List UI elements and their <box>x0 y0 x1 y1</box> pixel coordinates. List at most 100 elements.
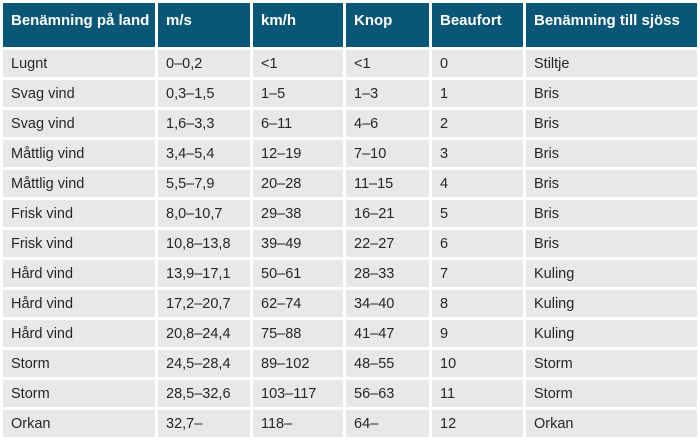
table-cell: Hård vind <box>3 260 155 287</box>
table-cell: 6–11 <box>253 110 343 137</box>
table-cell: 48–55 <box>346 350 429 377</box>
table-cell: 9 <box>432 320 523 347</box>
table-cell: 1 <box>432 80 523 107</box>
table-cell: 7–10 <box>346 140 429 167</box>
table-header-row: Benämning på land m/s km/h Knop Beaufort… <box>3 3 697 47</box>
table-cell: 5,5–7,9 <box>158 170 250 197</box>
column-header-beaufort: Beaufort <box>432 3 523 47</box>
table-cell: 17,2–20,7 <box>158 290 250 317</box>
table-cell: Storm <box>3 380 155 407</box>
table-row: Lugnt 0–0,2 <1 <1 0 Stiltje <box>3 50 697 77</box>
column-header-ms: m/s <box>158 3 250 47</box>
table-cell: Svag vind <box>3 80 155 107</box>
table-cell: <1 <box>346 50 429 77</box>
table-cell: 10 <box>432 350 523 377</box>
table-cell: 62–74 <box>253 290 343 317</box>
table-cell: Kuling <box>526 260 697 287</box>
column-header-benamning-till-sjoss: Benämning till sjöss <box>526 3 697 47</box>
table-cell: 34–40 <box>346 290 429 317</box>
column-header-kmh: km/h <box>253 3 343 47</box>
table-cell: 20,8–24,4 <box>158 320 250 347</box>
table-cell: 6 <box>432 230 523 257</box>
table-cell: Stiltje <box>526 50 697 77</box>
table-cell: Bris <box>526 110 697 137</box>
table-cell: 5 <box>432 200 523 227</box>
table-cell: 64– <box>346 410 429 437</box>
table-cell: 2 <box>432 110 523 137</box>
table-cell: Bris <box>526 170 697 197</box>
table-row: Frisk vind 8,0–10,7 29–38 16–21 5 Bris <box>3 200 697 227</box>
table-cell: 41–47 <box>346 320 429 347</box>
table-cell: 1–5 <box>253 80 343 107</box>
table-cell: Hård vind <box>3 290 155 317</box>
table-cell: Hård vind <box>3 320 155 347</box>
table-cell: Bris <box>526 200 697 227</box>
table-cell: 12–19 <box>253 140 343 167</box>
table-cell: 24,5–28,4 <box>158 350 250 377</box>
table-cell: 12 <box>432 410 523 437</box>
table-cell: 1–3 <box>346 80 429 107</box>
table-cell: 10,8–13,8 <box>158 230 250 257</box>
table-row: Måttlig vind 5,5–7,9 20–28 11–15 4 Bris <box>3 170 697 197</box>
table-row: Svag vind 0,3–1,5 1–5 1–3 1 Bris <box>3 80 697 107</box>
table-row: Måttlig vind 3,4–5,4 12–19 7–10 3 Bris <box>3 140 697 167</box>
table-cell: 20–28 <box>253 170 343 197</box>
table-cell: Bris <box>526 230 697 257</box>
table-body: Lugnt 0–0,2 <1 <1 0 Stiltje Svag vind 0,3–1,5 1–… <box>3 50 697 437</box>
table-cell: Kuling <box>526 290 697 317</box>
table-cell: 28,5–32,6 <box>158 380 250 407</box>
table-cell: 11–15 <box>346 170 429 197</box>
table-cell: 39–49 <box>253 230 343 257</box>
table-cell: Bris <box>526 140 697 167</box>
table-row: Hård vind 13,9–17,1 50–61 28–33 7 Kuling <box>3 260 697 287</box>
table-cell: Svag vind <box>3 110 155 137</box>
table-cell: 29–38 <box>253 200 343 227</box>
table-cell: 118– <box>253 410 343 437</box>
table-row: Orkan 32,7– 118– 64– 12 Orkan <box>3 410 697 437</box>
table-cell: 89–102 <box>253 350 343 377</box>
table-cell: 56–63 <box>346 380 429 407</box>
table-cell: Måttlig vind <box>3 170 155 197</box>
table-row: Hård vind 20,8–24,4 75–88 41–47 9 Kuling <box>3 320 697 347</box>
table-cell: Orkan <box>526 410 697 437</box>
table-cell: 75–88 <box>253 320 343 347</box>
table-cell: 8 <box>432 290 523 317</box>
table-row: Hård vind 17,2–20,7 62–74 34–40 8 Kuling <box>3 290 697 317</box>
table-cell: <1 <box>253 50 343 77</box>
table-cell: Storm <box>3 350 155 377</box>
table-cell: Storm <box>526 350 697 377</box>
table-cell: Orkan <box>3 410 155 437</box>
table-cell: 50–61 <box>253 260 343 287</box>
table-cell: 28–33 <box>346 260 429 287</box>
table-cell: Lugnt <box>3 50 155 77</box>
table-row: Storm 28,5–32,6 103–117 56–63 11 Storm <box>3 380 697 407</box>
table-cell: 13,9–17,1 <box>158 260 250 287</box>
table-cell: Frisk vind <box>3 200 155 227</box>
table-cell: 4–6 <box>346 110 429 137</box>
table-row: Storm 24,5–28,4 89–102 48–55 10 Storm <box>3 350 697 377</box>
table-header: Benämning på land m/s km/h Knop Beaufort… <box>3 3 697 47</box>
table-cell: 1,6–3,3 <box>158 110 250 137</box>
table-cell: Bris <box>526 80 697 107</box>
table-cell: 103–117 <box>253 380 343 407</box>
table-row: Svag vind 1,6–3,3 6–11 4–6 2 Bris <box>3 110 697 137</box>
table-cell: 22–27 <box>346 230 429 257</box>
table-cell: 3 <box>432 140 523 167</box>
table-cell: 7 <box>432 260 523 287</box>
table-cell: 0–0,2 <box>158 50 250 77</box>
table-cell: Frisk vind <box>3 230 155 257</box>
table-cell: 0,3–1,5 <box>158 80 250 107</box>
table-cell: 16–21 <box>346 200 429 227</box>
table-cell: Måttlig vind <box>3 140 155 167</box>
column-header-knop: Knop <box>346 3 429 47</box>
table-cell: Kuling <box>526 320 697 347</box>
table-cell: Storm <box>526 380 697 407</box>
column-header-benamning-pa-land: Benämning på land <box>3 3 155 47</box>
table-cell: 3,4–5,4 <box>158 140 250 167</box>
table-cell: 8,0–10,7 <box>158 200 250 227</box>
table-cell: 11 <box>432 380 523 407</box>
table-row: Frisk vind 10,8–13,8 39–49 22–27 6 Bris <box>3 230 697 257</box>
table-cell: 4 <box>432 170 523 197</box>
table-cell: 32,7– <box>158 410 250 437</box>
